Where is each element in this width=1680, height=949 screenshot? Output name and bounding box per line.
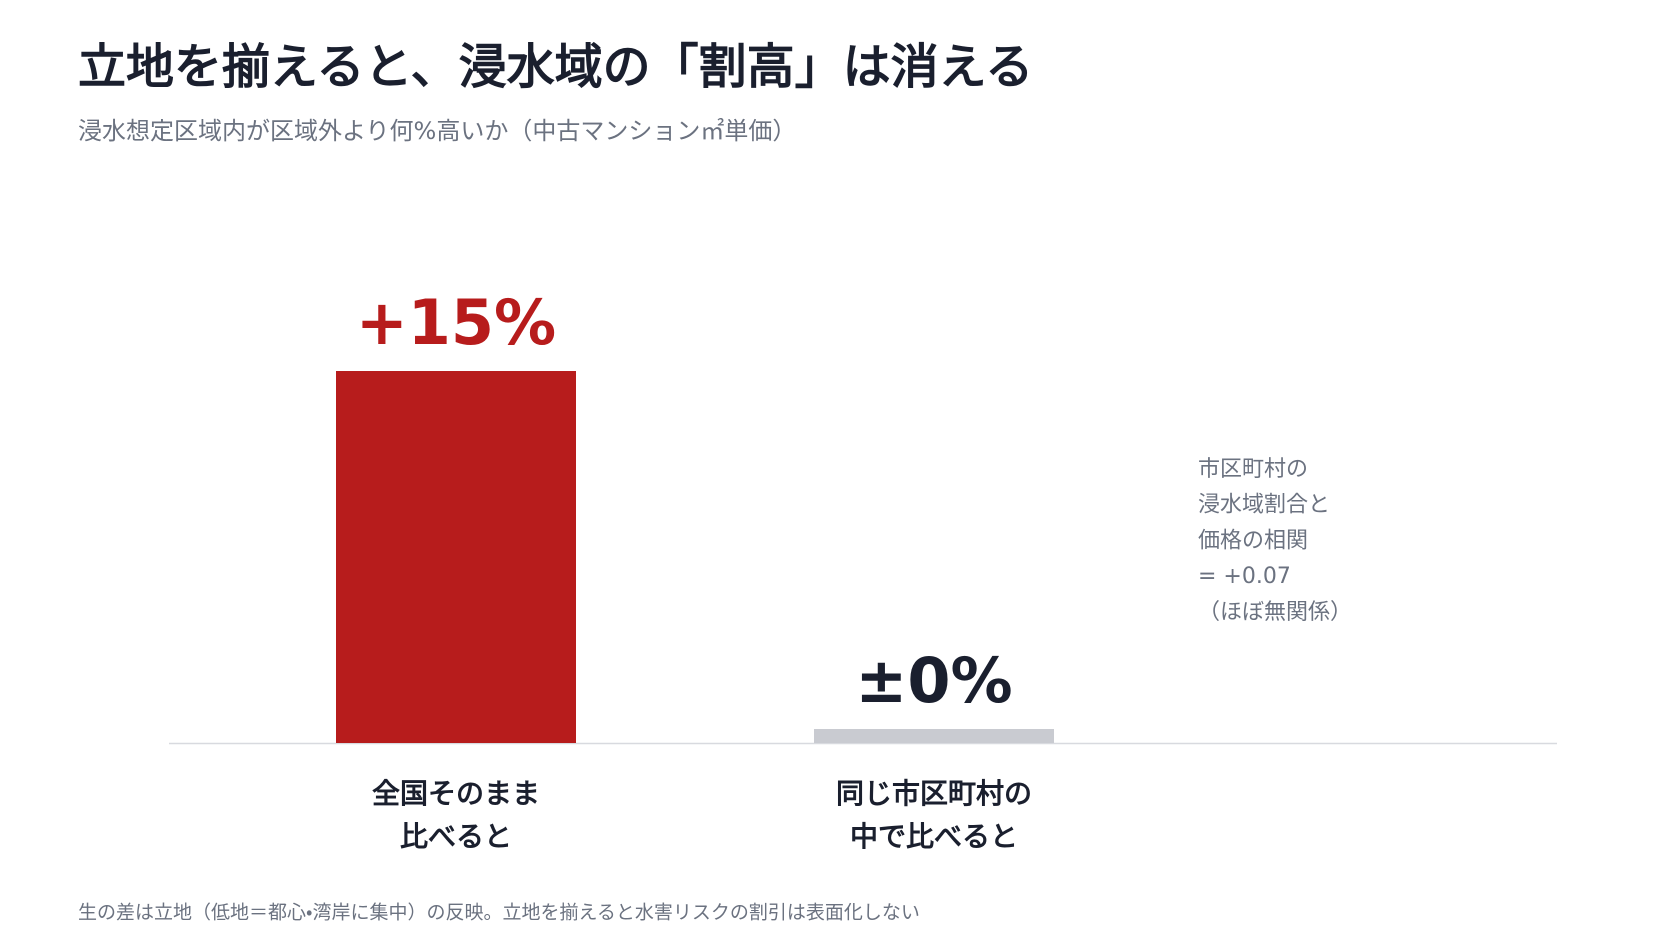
annotation: 価格の相関 bbox=[1198, 528, 1308, 553]
x-tick-label: 中で比べると bbox=[850, 820, 1018, 853]
annotation: （ほぼ無関係） bbox=[1198, 600, 1352, 625]
chart-subtitle: 浸水想定区域内が区域外より何%高いか（中古マンション㎡単価） bbox=[78, 117, 796, 145]
footnote: 生の差は立地（低地＝都心・湾岸に集中）の反映。立地を揃えると水害リスクの割引は表… bbox=[78, 902, 920, 924]
annotation: 浸水域割合と bbox=[1198, 493, 1330, 518]
value-label: ±0% bbox=[855, 644, 1012, 717]
annotation: 市区町村の bbox=[1198, 457, 1308, 482]
chart-title: 立地を揃えると、浸水域の「割高」は消える bbox=[78, 39, 1033, 95]
x-tick-label: 比べると bbox=[400, 820, 512, 853]
bar bbox=[814, 729, 1054, 743]
value-label: +15% bbox=[356, 286, 556, 359]
x-tick-label: 全国そのまま bbox=[372, 777, 540, 810]
x-tick-label: 同じ市区町村の bbox=[836, 777, 1032, 810]
annotation: = +0.07 bbox=[1198, 564, 1291, 589]
bar bbox=[336, 371, 576, 743]
